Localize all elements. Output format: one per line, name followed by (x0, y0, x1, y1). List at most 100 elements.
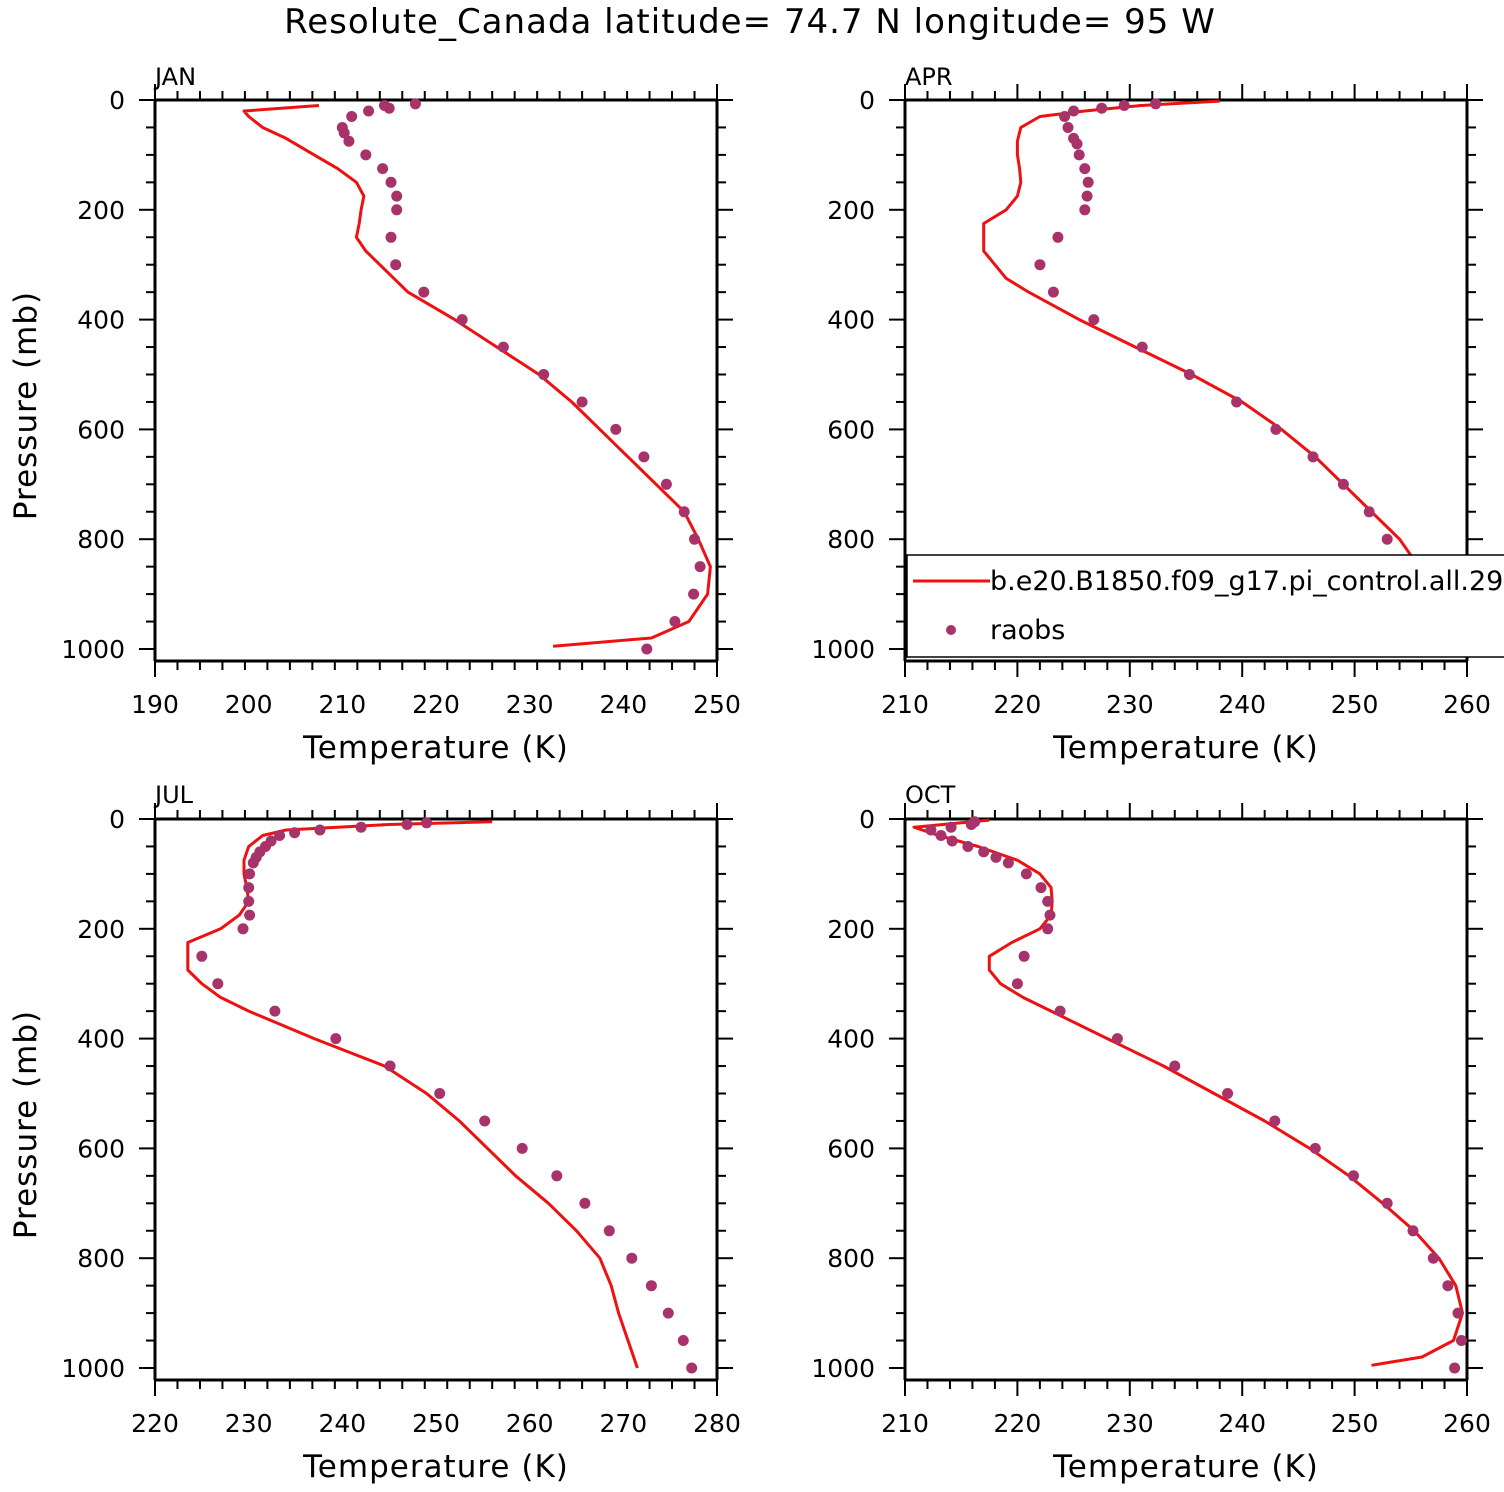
model-line-apr (982, 99, 1426, 651)
obs-point (391, 204, 403, 216)
obs-point (1079, 204, 1091, 216)
x-axis-label: Temperature (K) (302, 730, 569, 766)
x-axis-label: Temperature (K) (1052, 730, 1319, 766)
obs-point (638, 451, 650, 463)
obs-point (1363, 506, 1375, 518)
obs-point (662, 1307, 674, 1319)
obs-point (688, 588, 700, 600)
obs-point (1407, 1225, 1419, 1237)
legend-obs-swatch (946, 625, 956, 635)
obs-point (274, 830, 286, 841)
obs-point (1136, 341, 1148, 353)
x-tick-label: 200 (225, 690, 273, 719)
obs-point (1062, 122, 1074, 133)
obs-point (1118, 100, 1130, 111)
obs-point (385, 231, 397, 243)
obs-point (551, 1170, 563, 1182)
obs-point (1071, 138, 1083, 150)
obs-point (1169, 1060, 1181, 1072)
obs-point (343, 135, 355, 147)
x-tick-label: 210 (881, 1409, 929, 1438)
x-tick-label: 240 (599, 690, 647, 719)
obs-point (1449, 1362, 1461, 1374)
obs-point (945, 821, 957, 833)
obs-point (1269, 1115, 1281, 1127)
obs-point (686, 1362, 698, 1374)
y-tick-label: 600 (77, 415, 125, 444)
obs-point (196, 950, 208, 962)
obs-point (1150, 98, 1162, 110)
y-tick-label: 800 (77, 1244, 125, 1273)
model-line-jul (186, 820, 639, 1369)
obs-point (1079, 163, 1091, 175)
obs-point (409, 98, 421, 110)
y-tick-label: 200 (827, 196, 875, 225)
x-tick-label: 240 (1218, 1409, 1266, 1438)
obs-point (689, 533, 700, 545)
obs-point (935, 830, 947, 841)
obs-point (978, 846, 990, 858)
y-tick-label: 0 (859, 86, 875, 115)
y-axis-label: Pressure (mb) (8, 1010, 44, 1239)
obs-point (925, 824, 937, 836)
x-tick-label: 220 (994, 690, 1042, 719)
obs-point (678, 506, 690, 518)
y-tick-label: 400 (827, 1025, 875, 1054)
y-tick-label: 600 (827, 1134, 875, 1163)
obs-point (669, 616, 681, 627)
obs-point (1059, 111, 1071, 122)
x-tick-label: 240 (318, 1409, 366, 1438)
obs-point (1270, 423, 1282, 435)
x-tick-label: 260 (506, 1409, 554, 1438)
obs-point (1042, 895, 1054, 907)
panel-label-jul: JUL (153, 781, 194, 809)
obs-point (1381, 533, 1393, 545)
obs-point (244, 909, 256, 921)
obs-point (990, 851, 1002, 863)
obs-point (1047, 286, 1059, 298)
y-tick-label: 1000 (811, 1354, 875, 1383)
obs-point (1381, 1197, 1393, 1209)
obs-point (314, 824, 326, 836)
y-tick-label: 0 (859, 805, 875, 834)
obs-point (1068, 105, 1080, 117)
obs-point (579, 1197, 591, 1209)
obs-point (516, 1142, 528, 1154)
y-tick-label: 1000 (61, 635, 125, 664)
obs-point (1052, 231, 1064, 243)
x-tick-label: 230 (506, 690, 554, 719)
obs-point (645, 1280, 657, 1292)
obs-point (1081, 190, 1093, 202)
obs-point (363, 105, 375, 117)
y-axis-label: Pressure (mb) (8, 291, 44, 520)
legend-model-label: b.e20.B1850.f09_g17.pi_control.all.297 (990, 566, 1504, 597)
obs-point (391, 190, 403, 202)
obs-point (355, 821, 367, 833)
obs-point (946, 835, 958, 847)
x-tick-label: 230 (1106, 690, 1154, 719)
obs-point (660, 478, 672, 490)
obs-point (244, 868, 256, 880)
obs-point (1044, 909, 1056, 921)
y-tick-label: 0 (109, 805, 125, 834)
obs-point (962, 841, 974, 852)
x-tick-label: 260 (1443, 690, 1491, 719)
figure-title: Resolute_Canada latitude= 74.7 N longitu… (284, 2, 1216, 42)
obs-point (237, 923, 249, 935)
obs-point (1096, 102, 1108, 114)
y-tick-label: 0 (109, 86, 125, 115)
obs-point (1011, 978, 1023, 990)
y-tick-label: 400 (77, 306, 125, 335)
x-tick-label: 270 (599, 1409, 647, 1438)
x-tick-label: 210 (318, 690, 366, 719)
model-line-jan (242, 104, 712, 648)
obs-point (401, 819, 413, 830)
obs-point (421, 817, 433, 829)
obs-point (641, 643, 653, 655)
x-tick-label: 220 (994, 1409, 1042, 1438)
x-tick-label: 190 (131, 690, 179, 719)
x-tick-label: 210 (881, 690, 929, 719)
obs-point (1088, 314, 1100, 326)
y-tick-label: 1000 (811, 635, 875, 664)
